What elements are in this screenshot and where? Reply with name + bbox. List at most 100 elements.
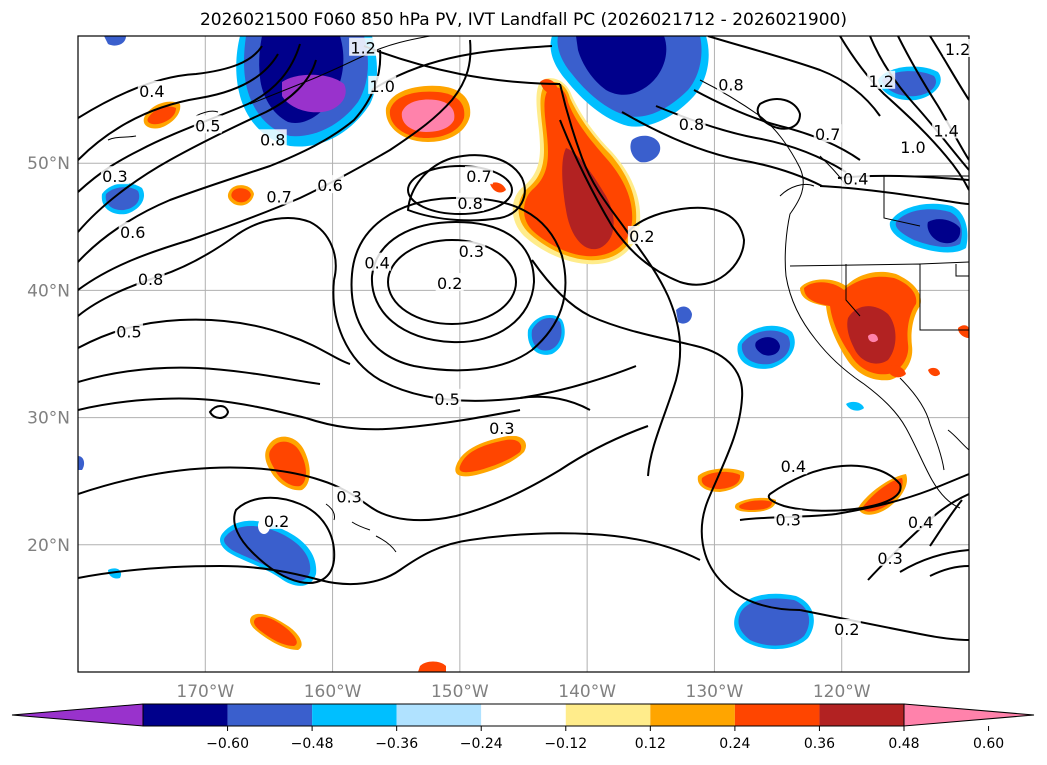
lon-label: 140°W (558, 682, 616, 702)
pv-contour-0.5-north (78, 53, 279, 161)
contour-label: 0.8 (136, 269, 165, 289)
contour-label: 1.0 (898, 136, 927, 157)
contour-label-text: 0.4 (781, 457, 806, 476)
contour-label-text: 0.8 (718, 76, 743, 95)
colorbar-frame (142, 703, 905, 727)
negative-anomaly-east-pacific (527, 306, 864, 650)
pv-contour-0.4-se (929, 499, 963, 547)
contour-label: 0.3 (774, 509, 803, 530)
contour-label-text: 0.2 (437, 274, 462, 293)
contour-label-halo (316, 175, 345, 194)
pv-contour-0.8-alaska2 (621, 111, 823, 187)
colorbar-segment (565, 704, 651, 726)
longitude-labels: 170°W 160°W 150°W 140°W 130°W 120°W (176, 682, 870, 702)
colorbar-tick-label: −0.36 (375, 736, 418, 752)
contour-label-halo (137, 80, 166, 99)
pv-anomaly-shading (78, 36, 969, 672)
contour-label: 0.4 (779, 456, 808, 476)
contour-label-halo (335, 486, 364, 505)
pv-contour-0.4-east (767, 464, 902, 512)
contour-label-text: 1.4 (933, 121, 958, 140)
contour-label-halo (435, 273, 464, 292)
contour-label: 1.2 (867, 70, 896, 91)
contour-label-text: 0.5 (195, 116, 220, 135)
coastlines (107, 36, 969, 553)
contour-label-halo (456, 192, 485, 211)
contour-label-halo (368, 75, 397, 94)
positive-anomaly-subtropical (250, 435, 908, 672)
colorbar: −0.60 −0.48 −0.36 −0.24 −0.12 0.12 0.24 0.36 0.4… (11, 703, 1035, 752)
lon-label: 150°W (431, 682, 489, 702)
lat-label: 20°N (27, 536, 70, 556)
contour-label-text: 0.3 (336, 488, 361, 507)
contour-label: 0.2 (435, 273, 464, 293)
contour-label-text: 0.4 (843, 170, 868, 189)
contour-label: 0.5 (193, 115, 222, 135)
pv-contour-0.3-south (78, 425, 649, 522)
lat-label: 50°N (27, 154, 70, 174)
colorbar-segment (481, 704, 566, 726)
positive-anomaly-small-west (143, 101, 506, 206)
colorbar-tick-label: −0.60 (206, 736, 249, 752)
contour-label-halo (114, 321, 143, 340)
contour-label-text: 0.7 (266, 188, 291, 207)
contour-label-halo (457, 241, 486, 260)
colorbar-segment (312, 704, 397, 726)
contour-label-halo (265, 186, 294, 205)
pv-contour-0.4-center (350, 196, 567, 372)
contour-label: 0.6 (118, 222, 147, 242)
pv-contour-west-deep (78, 397, 307, 419)
contour-label-halo (774, 509, 803, 528)
contour-label: 0.3 (457, 241, 486, 261)
negative-anomaly-continent (78, 66, 968, 579)
contour-label: 0.5 (433, 388, 462, 409)
contour-label: 0.3 (876, 547, 905, 568)
negative-anomaly-west (101, 36, 145, 215)
pv-contour-small (208, 405, 230, 419)
contour-label-text: 0.3 (776, 511, 801, 530)
contour-label-text: 0.8 (679, 115, 704, 134)
contour-label-halo (876, 547, 905, 566)
contour-label-halo (832, 619, 861, 638)
lon-label: 130°W (686, 682, 744, 702)
colorbar-segment (650, 704, 735, 726)
pv-contour-0.5-label-seg (519, 395, 591, 411)
pv-contour-0.3-east (531, 259, 801, 611)
contour-label: 0.4 (137, 80, 166, 101)
contour-label-text: 0.3 (877, 549, 902, 568)
contour-label-halo (627, 225, 656, 244)
contour-label: 0.3 (487, 418, 516, 438)
colorbar-tick-label: 0.12 (635, 736, 666, 752)
colorbar-segment (143, 704, 228, 726)
contour-label-text: 0.4 (908, 513, 933, 532)
pv-contour-0.7 (78, 49, 382, 263)
pv-contour-0.2-center (387, 239, 517, 325)
contour-label-halo (363, 252, 392, 271)
latitude-labels: 50°N 40°N 30°N 20°N (27, 154, 70, 556)
pv-contour-0.5-lower-center (305, 409, 521, 431)
pv-contour-0.8-alaska (693, 89, 861, 161)
colorbar-tick-label: 0.24 (719, 736, 750, 752)
pv-contour-0.3-se3 (899, 549, 969, 573)
colorbar-segment (227, 704, 313, 726)
contour-label: 1.0 (368, 75, 397, 96)
negative-anomaly-northpacific (236, 36, 377, 147)
contour-label: 0.8 (258, 129, 287, 149)
contour-label: 1.2 (349, 37, 378, 58)
contour-label-text: 1.2 (350, 39, 375, 58)
contour-label-text: 0.7 (815, 125, 840, 144)
lon-label: 160°W (304, 682, 362, 702)
pv-contour-1.0-ne (869, 36, 969, 171)
contour-label-halo (677, 114, 706, 133)
contour-label: 0.2 (262, 510, 291, 531)
colorbar-tick-label: 0.60 (973, 736, 1004, 752)
colorbar-segment (734, 704, 820, 726)
pv-contour-0.4 (78, 45, 263, 119)
contour-label-halo (262, 510, 291, 529)
contour-label-halo (932, 120, 961, 139)
contour-label-text: 1.2 (868, 72, 893, 91)
lat-label: 40°N (27, 281, 70, 301)
negative-anomaly-gulfalaska (550, 36, 709, 163)
contour-label-halo (136, 269, 165, 288)
